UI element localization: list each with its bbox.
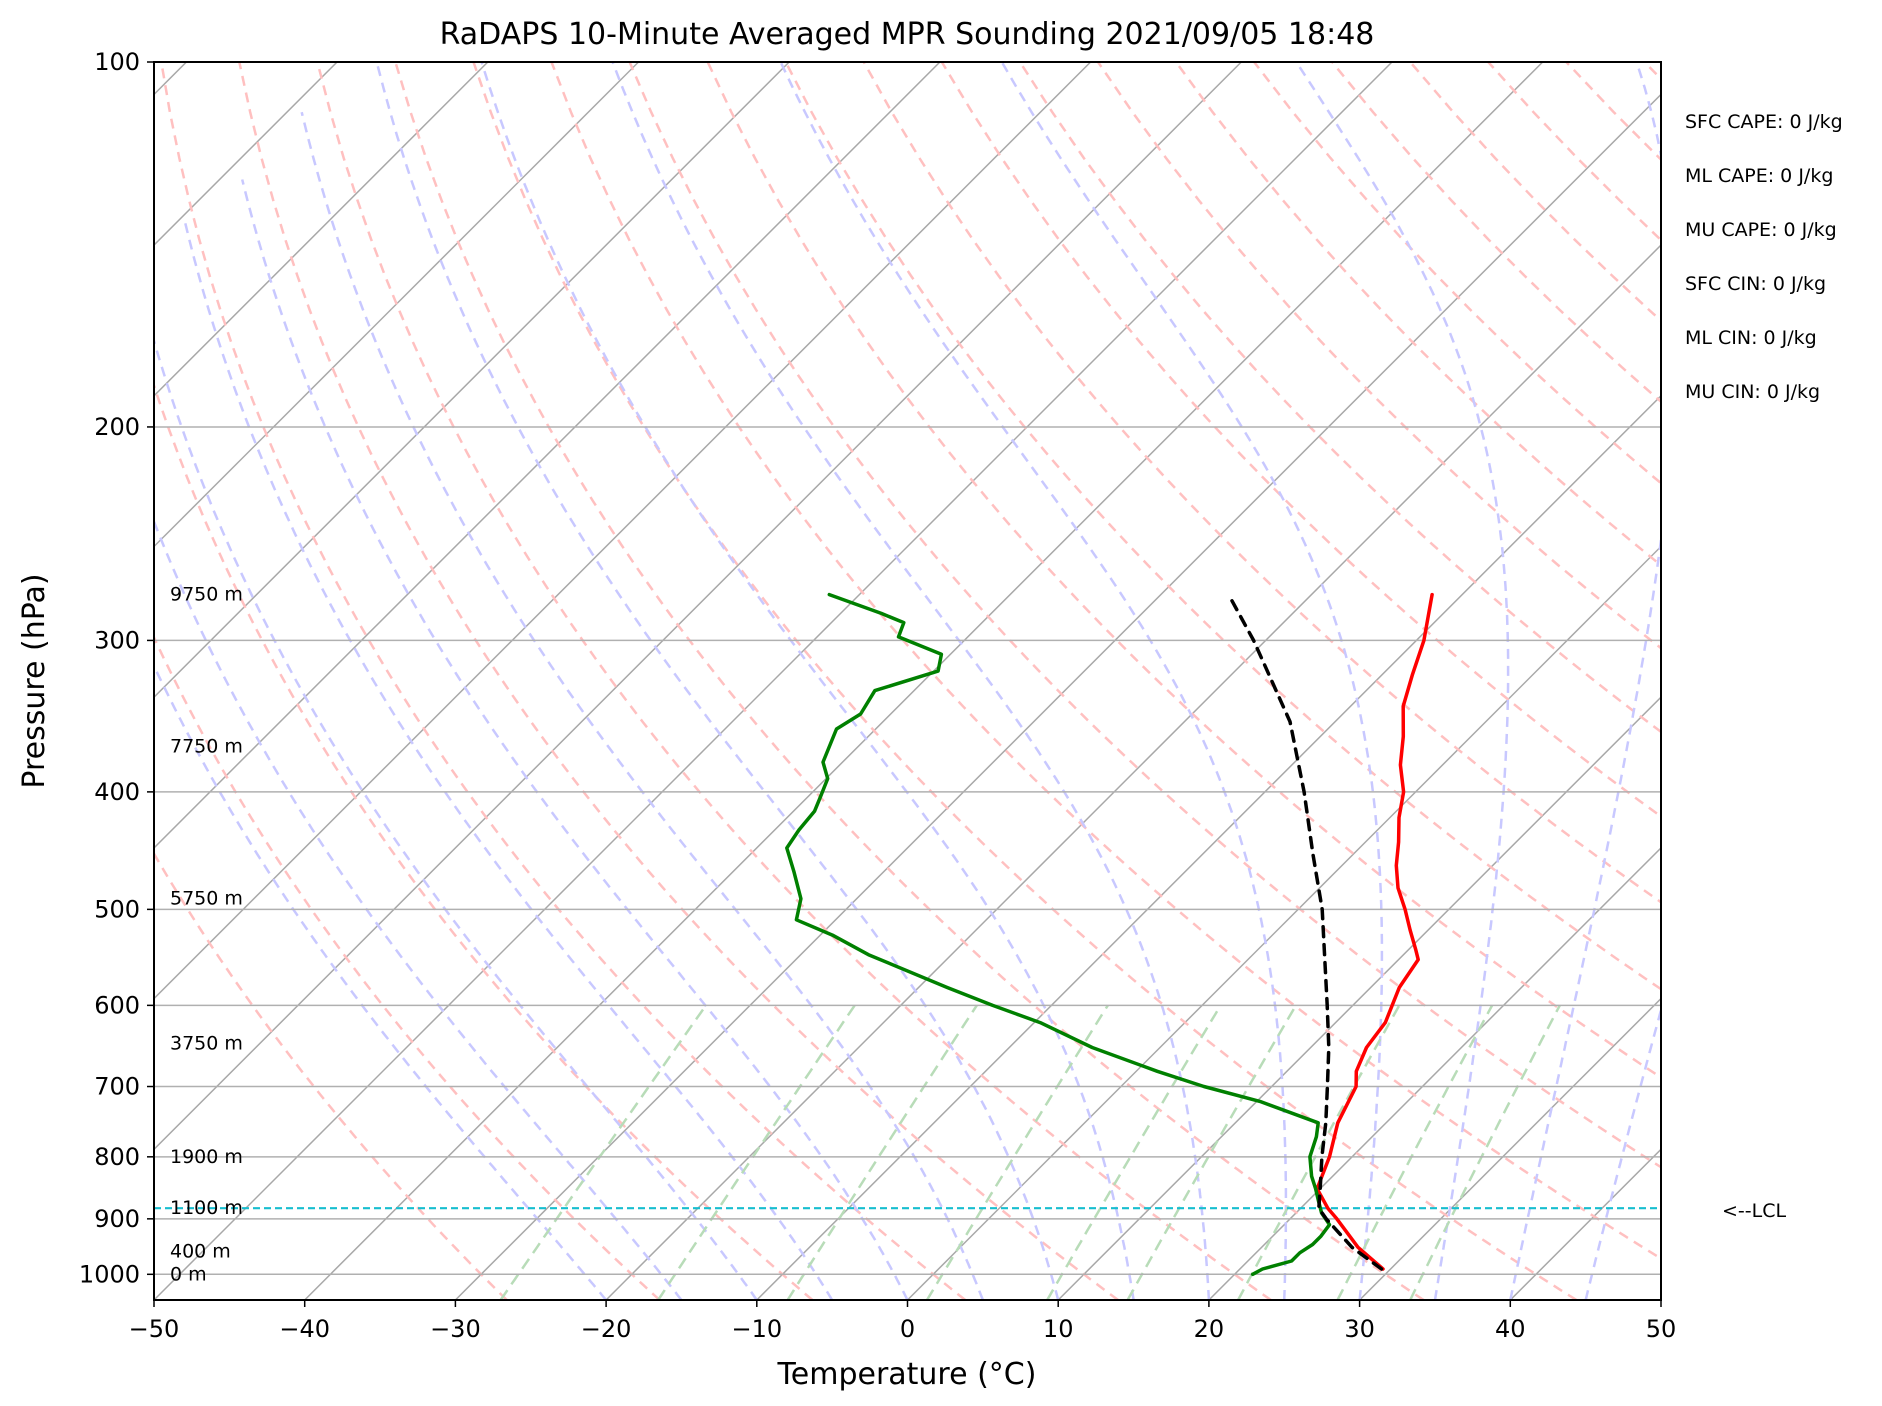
y-tick-label: 400 <box>94 778 140 806</box>
sounding-series <box>785 592 1434 1277</box>
isotherm-line <box>154 62 489 397</box>
x-tick-label: 10 <box>1043 1315 1074 1343</box>
height-label: 5750 m <box>170 888 243 910</box>
parcel-line <box>1226 592 1384 1271</box>
dry-adiabat-line <box>550 62 1661 1261</box>
y-tick-label: 600 <box>94 991 140 1019</box>
mixing-ratio-line <box>1126 1004 1297 1300</box>
height-label: 1900 m <box>170 1146 243 1168</box>
isotherm-line <box>154 62 640 548</box>
dry-adiabat-line <box>472 62 1578 1300</box>
dry-adiabat-line <box>154 851 508 1300</box>
y-axis-label: Pressure (hPa) <box>17 573 52 788</box>
stat-label: SFC CAPE: 0 J/kg <box>1685 111 1843 133</box>
height-label: 1100 m <box>170 1197 243 1219</box>
mixing-ratio-line <box>1237 1004 1401 1300</box>
isotherm-line <box>154 62 941 849</box>
x-tick-label: −30 <box>430 1315 481 1343</box>
lcl-label: <--LCL <box>1722 1200 1786 1222</box>
x-tick-label: −10 <box>731 1315 782 1343</box>
moist-adiabat-line <box>183 219 834 1300</box>
x-tick-label: −20 <box>581 1315 632 1343</box>
moist-adiabat-line <box>1509 62 1661 1300</box>
moist-adiabat-line <box>154 662 608 1300</box>
stat-label: ML CIN: 0 J/kg <box>1685 327 1817 349</box>
y-tick-label: 1000 <box>79 1260 140 1288</box>
y-tick-label: 700 <box>94 1073 140 1101</box>
x-tick-label: 20 <box>1194 1315 1225 1343</box>
x-axis-ticks: −50 −40 −30 −20 −10 0 10 20 30 40 50 <box>129 1300 1677 1343</box>
isotherm-line <box>154 62 1092 1000</box>
dry-adiabat-line <box>784 62 1661 991</box>
isotherm-line <box>1208 846 1661 1300</box>
mixing-ratio-line <box>786 1004 978 1300</box>
isotherm-line <box>304 62 1544 1300</box>
moist-adiabat-line <box>1000 62 1384 1300</box>
height-label: 7750 m <box>170 736 243 758</box>
dry-adiabat-line <box>628 62 1661 1169</box>
isotherm-line <box>1057 696 1661 1300</box>
isotherm-line <box>154 62 790 699</box>
y-axis-ticks: 100 200 300 400 500 600 700 800 900 1000 <box>79 48 154 1288</box>
background-grid <box>154 62 1661 1300</box>
dry-adiabat-line <box>940 62 1661 819</box>
mixing-ratio-line <box>499 1004 707 1300</box>
x-tick-label: 30 <box>1344 1315 1375 1343</box>
chart-title: RaDAPS 10-Minute Averaged MPR Sounding 2… <box>440 17 1375 52</box>
height-label: 0 m <box>170 1263 207 1285</box>
mixing-ratio-line <box>657 1004 856 1300</box>
x-tick-label: −50 <box>129 1315 180 1343</box>
moist-adiabat-line <box>779 62 1288 1300</box>
stat-label: ML CAPE: 0 J/kg <box>1685 165 1833 187</box>
x-tick-label: 50 <box>1646 1315 1677 1343</box>
moist-adiabat-line <box>300 111 985 1300</box>
moist-adiabat-line <box>1584 1005 1661 1300</box>
isotherm-line <box>154 62 1242 1151</box>
isotherm-line <box>605 244 1661 1300</box>
dry-adiabat-line <box>160 62 967 1300</box>
height-label: 3750 m <box>170 1032 243 1054</box>
dry-adiabat-line <box>1096 62 1661 650</box>
x-axis-label: Temperature (°C) <box>777 1357 1037 1392</box>
isotherm-line <box>906 545 1661 1300</box>
stat-label: SFC CIN: 0 J/kg <box>1685 273 1826 295</box>
mixing-ratio-line <box>925 1004 1109 1300</box>
isotherm-line <box>1359 997 1661 1300</box>
isotherm-line <box>756 394 1661 1300</box>
y-tick-label: 200 <box>94 413 140 441</box>
moist-adiabat-line <box>1295 62 1510 1300</box>
isotherm-line <box>454 93 1661 1300</box>
moist-adiabat-line <box>480 62 1135 1300</box>
x-tick-label: 40 <box>1495 1315 1526 1343</box>
moist-adiabat-line <box>154 518 683 1300</box>
dry-adiabat-line <box>154 381 814 1300</box>
x-tick-label: −40 <box>279 1315 330 1343</box>
moist-adiabat-line <box>375 62 1060 1300</box>
dry-adiabat-line <box>394 62 1425 1300</box>
stat-label: MU CAPE: 0 J/kg <box>1685 219 1837 241</box>
height-label: 9750 m <box>170 584 243 606</box>
isotherm-line <box>154 62 1393 1300</box>
y-tick-label: 500 <box>94 895 140 923</box>
y-tick-label: 900 <box>94 1205 140 1233</box>
stat-label: MU CIN: 0 J/kg <box>1685 381 1820 403</box>
mixing-ratio-line <box>1046 1004 1222 1300</box>
height-labels: 9750 m 7750 m 5750 m 3750 m 1900 m 1100 m 400 … <box>170 584 243 1286</box>
moist-adiabat-line <box>611 62 1211 1300</box>
y-tick-label: 800 <box>94 1143 140 1171</box>
dry-adiabat-line <box>706 62 1661 1079</box>
y-tick-label: 100 <box>94 48 140 76</box>
y-tick-label: 300 <box>94 626 140 654</box>
x-tick-label: 0 <box>900 1315 915 1343</box>
dry-adiabat-line <box>238 62 1119 1300</box>
mixing-ratio-line <box>1336 1004 1494 1300</box>
stability-stats: SFC CAPE: 0 J/kg ML CAPE: 0 J/kg MU CAPE: … <box>1685 111 1843 403</box>
height-label: 400 m <box>170 1241 231 1263</box>
moist-adiabat-line <box>240 179 909 1300</box>
dry-adiabat-line <box>154 634 661 1300</box>
mixing-ratio-line <box>1409 1004 1561 1300</box>
